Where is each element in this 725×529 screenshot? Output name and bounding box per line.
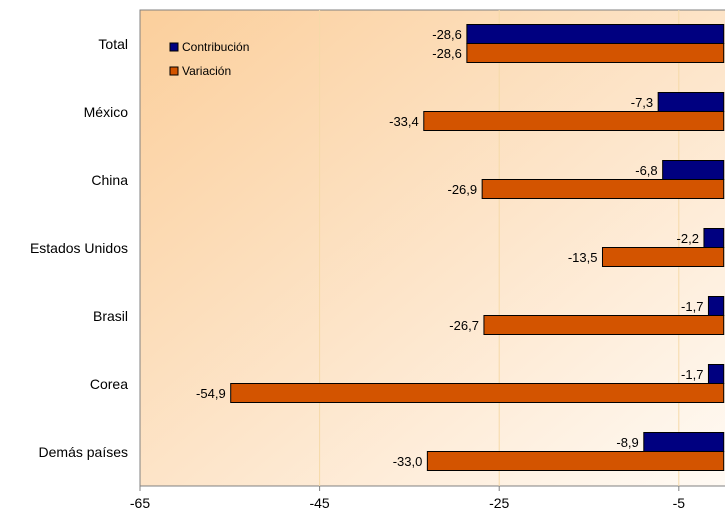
category-labels: Total México China Estados Unidos Brasil Core… — [30, 36, 128, 460]
legend: Contribución Variación — [169, 40, 249, 78]
legend-swatch — [169, 42, 179, 52]
data-label: -2,2 — [677, 231, 699, 246]
x-tick-label: -45 — [309, 495, 329, 511]
legend-swatch — [169, 66, 179, 76]
data-label: -26,7 — [449, 318, 479, 333]
data-label: -26,9 — [448, 182, 478, 197]
category-label: China — [91, 172, 128, 188]
data-label: -6,8 — [635, 163, 657, 178]
bar-variacion — [426, 451, 725, 471]
x-axis: -65 -45 -25 -5 — [130, 486, 685, 511]
legend-label: Variación — [182, 64, 231, 78]
bar-variacion — [466, 43, 725, 63]
bar-variacion — [423, 111, 725, 131]
category-label: México — [84, 104, 129, 120]
data-label: -8,9 — [616, 435, 638, 450]
data-label: -7,3 — [631, 95, 653, 110]
data-label: -28,6 — [432, 27, 462, 42]
bar-variacion — [481, 179, 725, 199]
legend-label: Contribución — [182, 40, 249, 54]
bar-contribucion — [707, 296, 725, 316]
bar-contribucion — [657, 92, 725, 112]
category-label: Total — [98, 36, 128, 52]
category-label: Brasil — [93, 308, 128, 324]
data-label: -33,4 — [389, 114, 419, 129]
x-tick-label: -65 — [130, 495, 150, 511]
category-label: Corea — [90, 376, 128, 392]
data-label: -54,9 — [196, 386, 226, 401]
category-label: Estados Unidos — [30, 240, 128, 256]
bar-contribucion — [466, 24, 725, 44]
bar-contribucion — [662, 160, 725, 180]
data-label: -1,7 — [681, 299, 703, 314]
bar-variacion — [483, 315, 725, 335]
bar-contribucion — [703, 228, 725, 248]
data-label: -13,5 — [568, 250, 598, 265]
bar-contribucion — [643, 432, 725, 452]
data-labels: -28,6 -28,6 -7,3 -33,4 -6,8 -26,9 -2,2 -13,5 -1,… — [196, 27, 703, 469]
data-label: -1,7 — [681, 367, 703, 382]
data-label: -28,6 — [432, 46, 462, 61]
x-tick-label: -5 — [673, 495, 686, 511]
bars — [230, 24, 725, 471]
bar-variacion — [230, 383, 725, 403]
bar-variacion — [601, 247, 725, 267]
data-label: -33,0 — [393, 454, 423, 469]
bar-contribucion — [707, 364, 725, 384]
category-label: Demás países — [39, 444, 128, 460]
x-tick-label: -25 — [489, 495, 509, 511]
